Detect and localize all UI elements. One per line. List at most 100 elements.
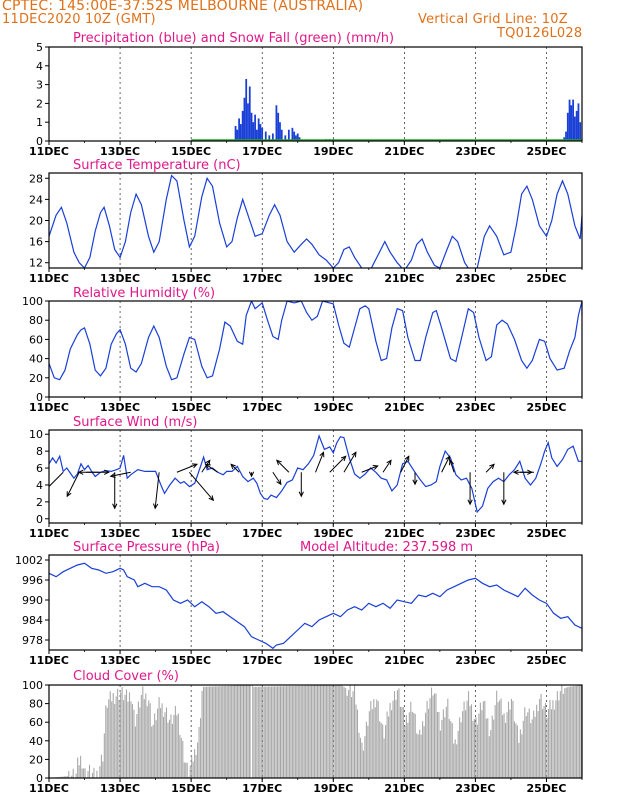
cloud-bar bbox=[322, 685, 324, 778]
cloud-bar bbox=[453, 743, 455, 778]
y-tick-label: 8 bbox=[36, 445, 43, 458]
x-tick-label: 15DEC bbox=[171, 145, 211, 158]
x-tick-label: 23DEC bbox=[455, 527, 495, 540]
cloud-bar bbox=[442, 709, 444, 778]
panel-body bbox=[49, 173, 582, 268]
cloud-bar bbox=[472, 720, 474, 778]
precip-bar bbox=[234, 125, 237, 141]
x-tick-label: 17DEC bbox=[242, 145, 282, 158]
cloud-bar bbox=[232, 685, 234, 778]
precip-bar bbox=[238, 118, 240, 141]
wind-arrow bbox=[154, 472, 160, 509]
cloud-bar bbox=[102, 761, 104, 778]
y-tick-label: 40 bbox=[29, 735, 43, 748]
cloud-bar bbox=[457, 730, 459, 778]
precip-bar bbox=[565, 131, 567, 141]
cloud-bar bbox=[302, 685, 304, 778]
cloud-bar bbox=[192, 761, 194, 778]
series-line bbox=[49, 301, 582, 381]
cloud-bar bbox=[377, 701, 379, 778]
cloud-bar bbox=[506, 712, 508, 778]
cloud-bar bbox=[478, 713, 480, 778]
cloud-bar bbox=[222, 686, 224, 778]
cloud-bar bbox=[202, 686, 205, 778]
cloud-bar bbox=[108, 699, 110, 778]
cloud-bar bbox=[398, 688, 400, 778]
y-tick-label: 100 bbox=[22, 679, 43, 692]
cloud-bar bbox=[234, 685, 236, 778]
cloud-bar bbox=[539, 698, 541, 778]
precip-bar bbox=[257, 118, 260, 141]
cloud-bar bbox=[189, 766, 191, 778]
wind-arrow-head bbox=[153, 503, 159, 510]
cloud-bar bbox=[475, 717, 477, 778]
cloud-bar bbox=[293, 686, 295, 778]
cloud-bar bbox=[84, 768, 86, 778]
cloud-bar bbox=[469, 706, 471, 778]
cloud-bar bbox=[382, 724, 384, 778]
cloud-bar bbox=[515, 723, 517, 778]
x-tick-label: 25DEC bbox=[526, 654, 566, 667]
cloud-bar bbox=[419, 729, 421, 778]
precip-bar bbox=[236, 129, 239, 141]
wind-arrow bbox=[276, 459, 290, 473]
cloud-bar bbox=[288, 686, 290, 778]
y-tick-label: 60 bbox=[29, 716, 43, 729]
cloud-bar bbox=[238, 685, 240, 778]
cloud-bar bbox=[231, 685, 233, 778]
cloud-bar bbox=[479, 702, 481, 778]
cloud-bar bbox=[522, 720, 524, 778]
cloud-bar bbox=[441, 719, 443, 778]
x-tick-label: 13DEC bbox=[100, 654, 140, 667]
cloud-bar bbox=[379, 721, 381, 778]
cloud-bar bbox=[309, 685, 311, 778]
cloud-bar bbox=[324, 685, 326, 778]
cloud-bar bbox=[356, 709, 359, 778]
cloud-bar bbox=[552, 700, 554, 778]
y-tick-label: 28 bbox=[29, 172, 43, 185]
x-tick-label: 15DEC bbox=[171, 654, 211, 667]
panel-frame bbox=[48, 554, 583, 651]
cloud-bar bbox=[559, 691, 561, 778]
cloud-bar bbox=[485, 718, 487, 778]
cloud-bar bbox=[549, 699, 551, 778]
cloud-bar bbox=[284, 686, 286, 778]
cloud-bar bbox=[348, 690, 350, 778]
y-tick-label: 0 bbox=[36, 135, 43, 148]
cloud-bar bbox=[167, 722, 169, 778]
cloud-bar bbox=[111, 701, 113, 778]
cloud-bar bbox=[531, 719, 533, 778]
panel-2: 12 16 20 24 28 11DEC 13DEC 15DEC 17DEC 19DEC 21DEC… bbox=[29, 158, 583, 285]
cloud-bar bbox=[201, 690, 203, 778]
cloud-bar bbox=[331, 685, 333, 778]
cloud-bar bbox=[438, 712, 440, 778]
cloud-bar bbox=[93, 767, 95, 778]
wind-arrow bbox=[188, 471, 214, 501]
cloud-bar bbox=[62, 776, 64, 778]
wind-arrow-head bbox=[448, 459, 454, 466]
cloud-bar bbox=[210, 686, 212, 778]
cloud-bar bbox=[374, 707, 376, 778]
cloud-bar bbox=[518, 742, 520, 778]
cloud-bar bbox=[362, 750, 364, 778]
cloud-bar bbox=[550, 709, 552, 778]
y-tick-label: 6 bbox=[36, 462, 43, 475]
cloud-bar bbox=[306, 685, 308, 778]
cloud-bar bbox=[466, 700, 468, 778]
panel-body bbox=[49, 301, 582, 397]
cloud-bar bbox=[308, 685, 310, 778]
y-tick-label: 3 bbox=[36, 79, 43, 92]
cloud-bar bbox=[540, 693, 542, 778]
wind-arrow bbox=[201, 459, 211, 473]
cloud-bar bbox=[179, 734, 181, 778]
cloud-bar bbox=[262, 686, 264, 778]
wind-arrow bbox=[343, 452, 357, 473]
cloud-bar bbox=[380, 722, 382, 778]
series-line bbox=[49, 562, 582, 650]
cloud-bar bbox=[542, 709, 544, 778]
cloud-bar bbox=[155, 720, 157, 778]
precip-bar bbox=[248, 86, 251, 141]
cloud-bar bbox=[208, 686, 210, 778]
y-tick-label: 0 bbox=[36, 772, 43, 785]
